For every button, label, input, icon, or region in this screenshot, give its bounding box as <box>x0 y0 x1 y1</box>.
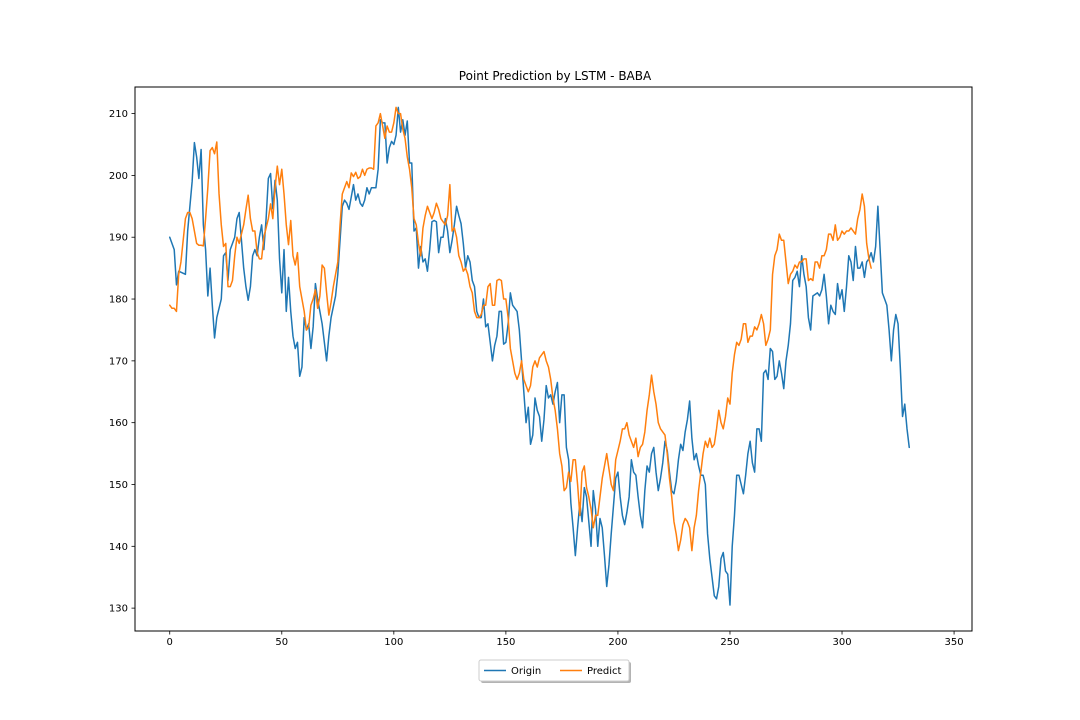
legend: Origin Predict <box>478 659 631 683</box>
y-tick-label: 190 <box>109 233 128 244</box>
y-tick-label: 140 <box>109 542 128 553</box>
series-line-predict <box>168 106 872 552</box>
y-tick-label: 130 <box>109 604 128 615</box>
legend-box <box>478 659 630 682</box>
legend-label-origin: Origin <box>511 666 541 677</box>
plot-series <box>168 106 910 606</box>
y-tick-label: 200 <box>109 171 128 182</box>
x-tick-label: 300 <box>832 637 851 648</box>
y-tick-label: 170 <box>109 356 128 367</box>
y-tick-label: 210 <box>109 109 128 120</box>
x-tick-label: 0 <box>167 637 173 648</box>
x-tick-label: 50 <box>275 637 288 648</box>
x-tick-label: 100 <box>384 637 403 648</box>
x-tick-label: 250 <box>720 637 739 648</box>
x-tick-label: 200 <box>608 637 627 648</box>
x-tick-label: 350 <box>945 637 964 648</box>
y-tick-label: 180 <box>109 295 128 306</box>
chart-title: Point Prediction by LSTM - BABA <box>459 69 652 83</box>
legend-label-predict: Predict <box>587 666 622 677</box>
x-tick-label: 150 <box>496 637 515 648</box>
y-tick-label: 150 <box>109 480 128 491</box>
plot-frame <box>134 86 973 632</box>
axes: 0 50 100 150 200 250 300 350 130 140 150 160 170 180 1… <box>109 109 964 648</box>
y-tick-label: 160 <box>109 418 128 429</box>
